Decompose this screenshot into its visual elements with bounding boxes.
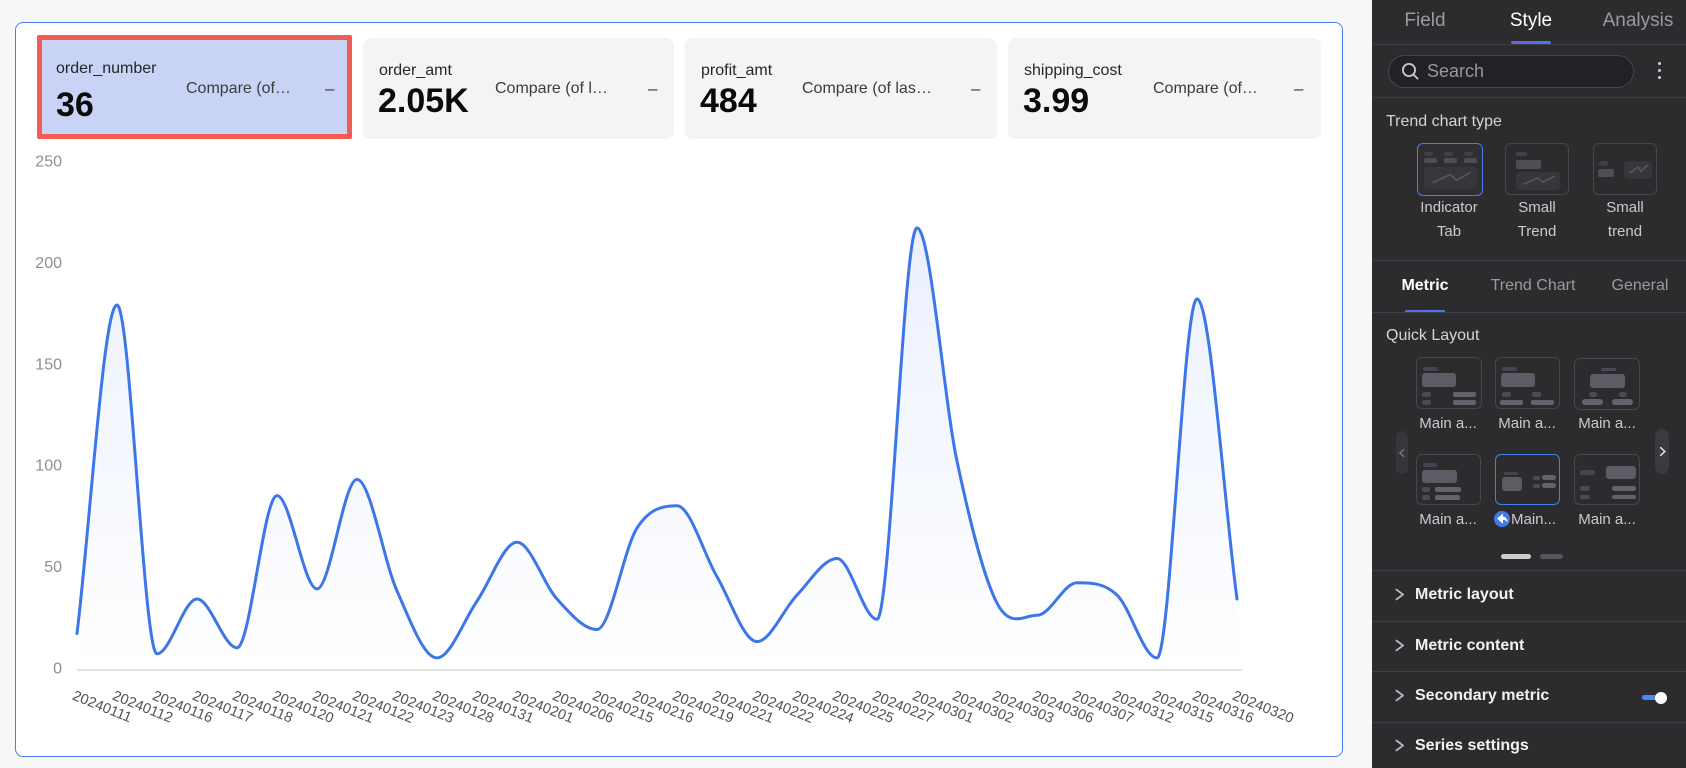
svg-text:50: 50 — [44, 559, 62, 576]
svg-text:100: 100 — [35, 458, 62, 475]
svg-text:0: 0 — [53, 661, 62, 678]
svg-text:150: 150 — [35, 356, 62, 373]
svg-text:250: 250 — [35, 154, 62, 171]
svg-text:200: 200 — [35, 255, 62, 272]
